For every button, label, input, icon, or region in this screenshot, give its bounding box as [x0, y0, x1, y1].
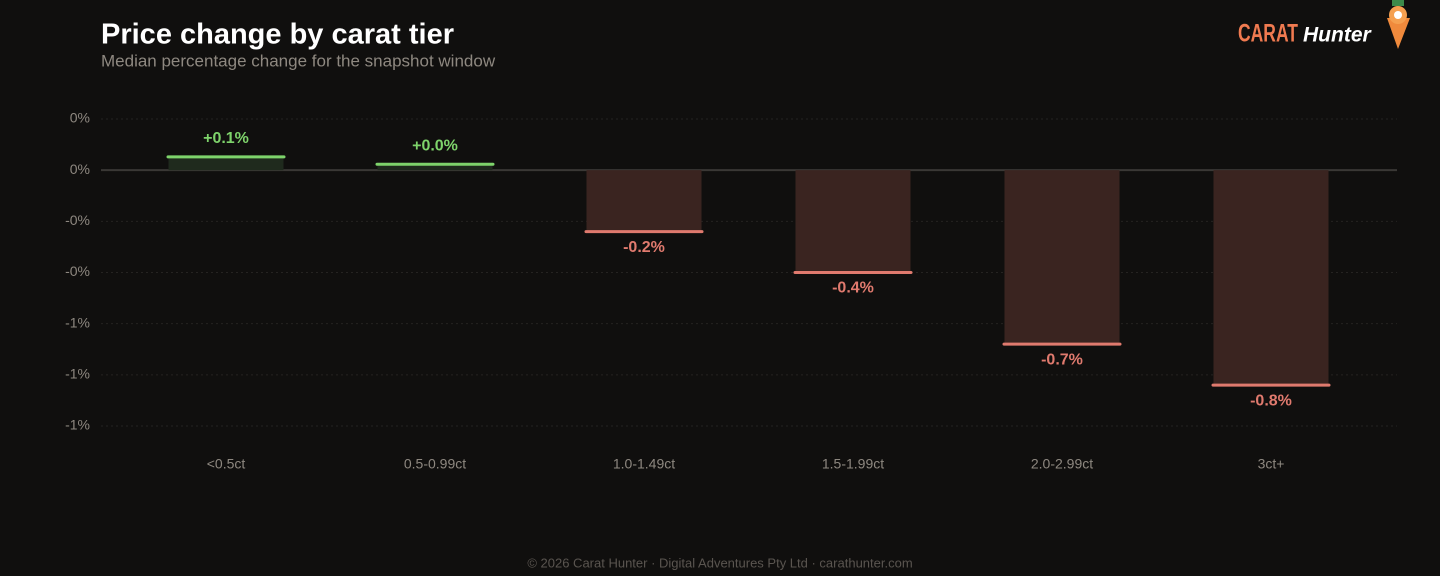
logo-icon — [1387, 0, 1410, 49]
value-label: +0.0% — [412, 138, 458, 155]
bar — [1004, 170, 1120, 345]
logo-brand: CARAT — [1238, 20, 1298, 48]
x-tick-label: 2.0-2.99ct — [1031, 456, 1093, 472]
y-tick-label: -1% — [65, 314, 90, 330]
y-tick-label: 0% — [70, 161, 90, 177]
bar — [168, 156, 284, 171]
value-label: -0.4% — [832, 280, 874, 297]
chart-subtitle: Median percentage change for the snapsho… — [101, 51, 496, 70]
value-label: -0.8% — [1250, 392, 1292, 409]
bar — [377, 164, 493, 171]
y-tick-label: -1% — [65, 366, 90, 382]
logo-name: Hunter — [1303, 24, 1372, 47]
bar — [586, 170, 702, 232]
y-tick-label: -0% — [65, 212, 90, 228]
x-tick-label: 1.5-1.99ct — [822, 456, 884, 472]
x-tick-label: 1.0-1.49ct — [613, 456, 675, 472]
y-tick-label: -0% — [65, 263, 90, 279]
value-label: +0.1% — [203, 130, 249, 147]
value-label: -0.2% — [623, 239, 665, 256]
value-label: -0.7% — [1041, 351, 1083, 368]
x-tick-label: <0.5ct — [207, 456, 246, 472]
bar — [1213, 170, 1329, 386]
x-tick-label: 3ct+ — [1258, 456, 1285, 472]
y-tick-label: -1% — [65, 417, 90, 433]
y-tick-label: 0% — [70, 110, 90, 126]
x-tick-label: 0.5-0.99ct — [404, 456, 466, 472]
bar — [795, 170, 911, 273]
chart-title: Price change by carat tier — [101, 19, 454, 51]
footer: © 2026 Carat Hunter · Digital Adventures… — [527, 555, 912, 570]
